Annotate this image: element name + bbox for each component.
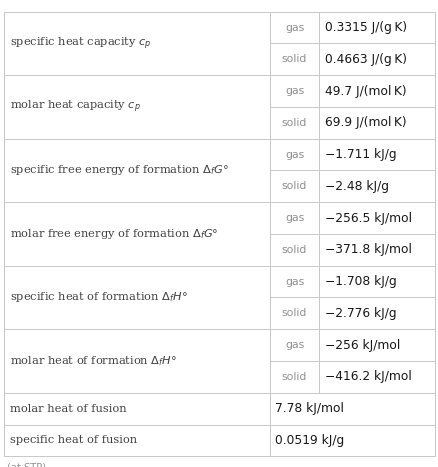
Text: gas: gas [284,149,304,160]
Text: specific free energy of formation $\Delta_f G°$: specific free energy of formation $\Delt… [10,163,228,177]
Text: −2.776 kJ/g: −2.776 kJ/g [324,307,396,320]
Text: solid: solid [281,308,307,318]
Text: (at STP): (at STP) [7,463,46,467]
Text: molar heat capacity $c_p$: molar heat capacity $c_p$ [10,99,140,115]
Text: 69.9 J/(mol K): 69.9 J/(mol K) [324,116,405,129]
Text: molar heat of formation $\Delta_f H°$: molar heat of formation $\Delta_f H°$ [10,354,176,368]
Text: 49.7 J/(mol K): 49.7 J/(mol K) [324,85,405,98]
Text: solid: solid [281,181,307,191]
Text: 0.3315 J/(g K): 0.3315 J/(g K) [324,21,406,34]
Text: 0.0519 kJ/g: 0.0519 kJ/g [275,434,343,447]
Text: 7.78 kJ/mol: 7.78 kJ/mol [275,402,343,415]
Text: specific heat of formation $\Delta_f H°$: specific heat of formation $\Delta_f H°$ [10,290,187,304]
Text: 0.4663 J/(g K): 0.4663 J/(g K) [324,53,406,66]
Text: solid: solid [281,54,307,64]
Text: −2.48 kJ/g: −2.48 kJ/g [324,180,388,193]
Text: molar heat of fusion: molar heat of fusion [10,403,126,414]
Text: gas: gas [284,276,304,287]
Text: solid: solid [281,372,307,382]
Text: solid: solid [281,118,307,128]
Text: solid: solid [281,245,307,255]
Text: gas: gas [284,340,304,350]
Text: specific heat capacity $c_p$: specific heat capacity $c_p$ [10,35,151,52]
Text: −416.2 kJ/mol: −416.2 kJ/mol [324,370,410,383]
Text: −1.711 kJ/g: −1.711 kJ/g [324,148,396,161]
Text: gas: gas [284,86,304,96]
Text: gas: gas [284,213,304,223]
Text: specific heat of fusion: specific heat of fusion [10,435,137,446]
Text: −256.5 kJ/mol: −256.5 kJ/mol [324,212,411,225]
Text: −1.708 kJ/g: −1.708 kJ/g [324,275,396,288]
Text: −256 kJ/mol: −256 kJ/mol [324,339,399,352]
Text: gas: gas [284,22,304,33]
Text: molar free energy of formation $\Delta_f G°$: molar free energy of formation $\Delta_f… [10,227,218,241]
Text: −371.8 kJ/mol: −371.8 kJ/mol [324,243,410,256]
